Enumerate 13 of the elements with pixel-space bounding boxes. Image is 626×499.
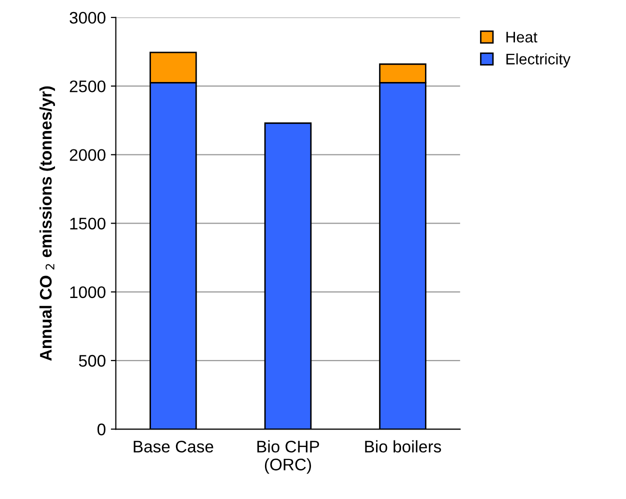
y-axis-title: Annual CO $_{2}$ emissions (tonnes/yr) [39, 86, 55, 361]
y-tick-label: 3000 [70, 12, 106, 24]
x-tick-label: Bio CHP (ORC) [257, 440, 320, 474]
y-tick-label: 2500 [70, 80, 106, 92]
y-tick-label: 2000 [70, 149, 106, 161]
y-tick-label: 500 [78, 354, 106, 367]
legend-label: Electricity [506, 53, 571, 68]
y-tick-label: 1500 [70, 218, 106, 230]
legend-label: Heat [506, 32, 538, 43]
y-tick-label: 1000 [70, 286, 106, 298]
y-tick-label: 0 [97, 424, 106, 436]
x-tick-label: Bio boilers [365, 440, 442, 452]
x-tick-label: Base Case [134, 440, 214, 452]
